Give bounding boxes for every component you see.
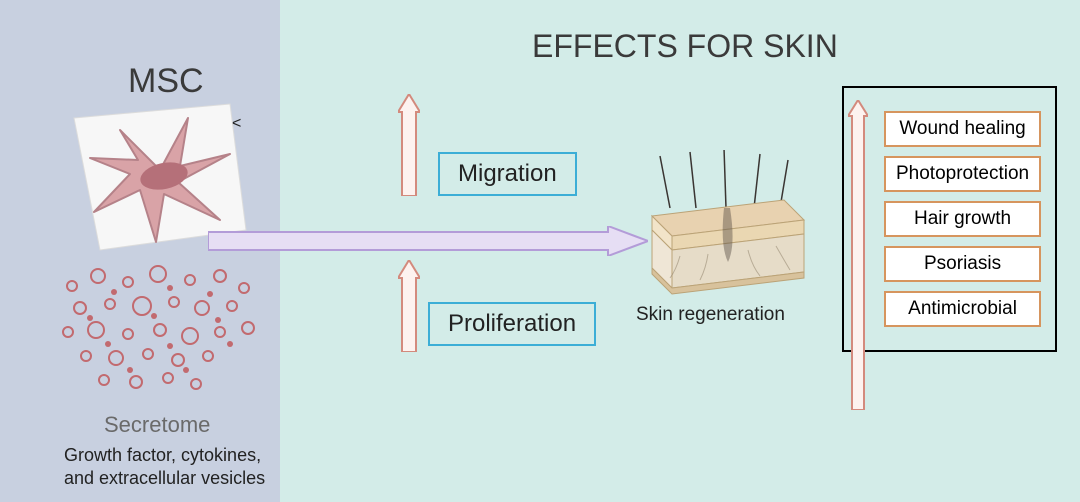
up-arrow-migration-icon (398, 94, 420, 196)
effects-title: EFFECTS FOR SKIN (532, 28, 838, 65)
up-arrow-proliferation-icon (398, 260, 420, 352)
effect-photoprotection: Photoprotection (884, 156, 1041, 192)
secretome-label: Secretome (104, 412, 210, 438)
effect-antimicrobial: Antimicrobial (884, 291, 1041, 327)
msc-title: MSC (128, 62, 204, 101)
proliferation-box: Proliferation (428, 302, 596, 346)
vesicle-cluster-icon (50, 258, 270, 413)
effects-panel: Wound healing Photoprotection Hair growt… (842, 86, 1057, 352)
effect-hair-growth: Hair growth (884, 201, 1041, 237)
secretome-description: Growth factor, cytokines, and extracellu… (64, 444, 265, 491)
migration-box: Migration (438, 152, 577, 196)
svg-text:<: < (232, 115, 241, 132)
skin-block-icon (636, 150, 812, 306)
skin-regeneration-label: Skin regeneration (636, 304, 785, 326)
main-arrow-icon (208, 226, 648, 256)
effect-psoriasis: Psoriasis (884, 246, 1041, 282)
effect-wound-healing: Wound healing (884, 111, 1041, 147)
up-arrow-effects-icon (848, 100, 868, 410)
